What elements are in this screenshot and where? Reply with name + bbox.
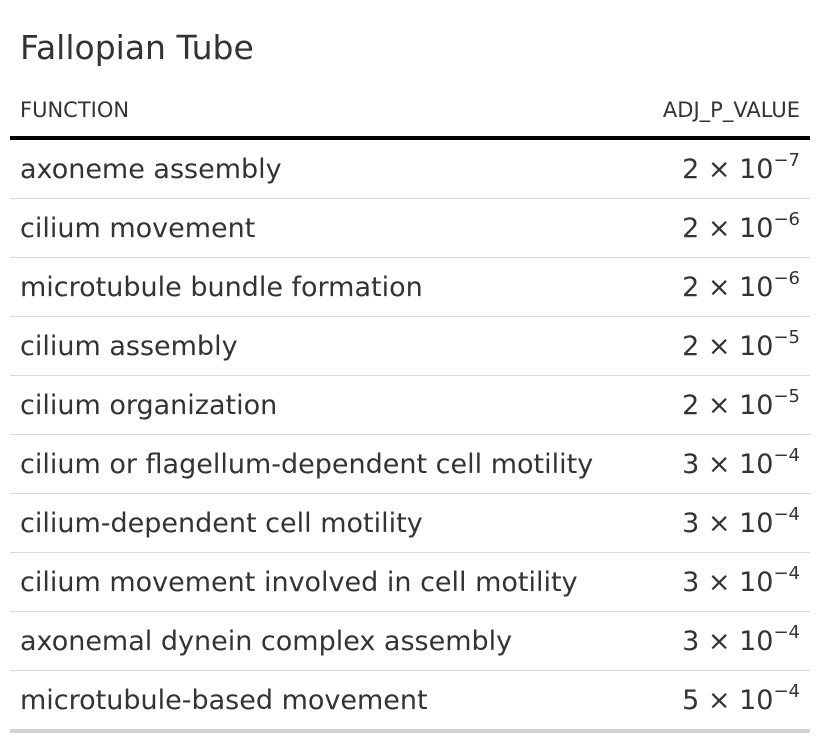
p-value-exponent: −4 — [773, 621, 800, 643]
p-value-exponent: −6 — [773, 267, 800, 289]
table-row: cilium-dependent cell motility 3 × 10−4 — [10, 493, 810, 553]
p-value-mantissa: 2 × 10 — [682, 330, 774, 362]
p-value-exponent: −5 — [773, 326, 800, 348]
p-value-mantissa: 2 × 10 — [682, 389, 774, 421]
p-value-cell: 3 × 10−4 — [630, 611, 810, 671]
table-row: axonemal dynein complex assembly 3 × 10−4 — [10, 611, 810, 671]
p-value-mantissa: 2 × 10 — [682, 212, 774, 244]
function-cell: cilium organization — [10, 375, 630, 435]
p-value-exponent: −4 — [773, 503, 800, 525]
function-cell: cilium movement — [10, 198, 630, 258]
p-value-exponent: −4 — [773, 562, 800, 584]
function-cell: microtubule-based movement — [10, 670, 630, 733]
header-row: FUNCTION ADJ_P_VALUE — [10, 84, 810, 140]
p-value-mantissa: 2 × 10 — [682, 153, 774, 185]
function-cell: axonemal dynein complex assembly — [10, 611, 630, 671]
p-value-cell: 2 × 10−5 — [630, 375, 810, 435]
p-value-mantissa: 2 × 10 — [682, 271, 774, 303]
p-value-exponent: −4 — [773, 444, 800, 466]
function-cell: cilium movement involved in cell motilit… — [10, 552, 630, 612]
table-row: cilium movement involved in cell motilit… — [10, 552, 810, 612]
table-row: cilium movement 2 × 10−6 — [10, 198, 810, 258]
p-value-exponent: −4 — [773, 680, 800, 702]
p-value-cell: 3 × 10−4 — [630, 434, 810, 494]
table-body: axoneme assembly 2 × 10−7 cilium movement 2… — [10, 138, 810, 733]
table-row: microtubule-based movement 5 × 10−4 — [10, 670, 810, 733]
p-value-cell: 3 × 10−4 — [630, 552, 810, 612]
function-cell: axoneme assembly — [10, 138, 630, 199]
column-header-adj-p-value: ADJ_P_VALUE — [630, 84, 810, 140]
p-value-mantissa: 3 × 10 — [682, 625, 774, 657]
p-value-mantissa: 3 × 10 — [682, 448, 774, 480]
column-header-function: FUNCTION — [10, 84, 630, 140]
p-value-cell: 5 × 10−4 — [630, 670, 810, 733]
p-value-cell: 3 × 10−4 — [630, 493, 810, 553]
p-value-mantissa: 3 × 10 — [682, 507, 774, 539]
p-value-cell: 2 × 10−5 — [630, 316, 810, 376]
table-row: axoneme assembly 2 × 10−7 — [10, 138, 810, 199]
table-row: cilium assembly 2 × 10−5 — [10, 316, 810, 376]
function-cell: cilium assembly — [10, 316, 630, 376]
results-table: FUNCTION ADJ_P_VALUE axoneme assembly 2 ×… — [10, 84, 810, 733]
p-value-exponent: −5 — [773, 385, 800, 407]
table-row: cilium organization 2 × 10−5 — [10, 375, 810, 435]
table-title: Fallopian Tube — [20, 28, 254, 67]
function-cell: microtubule bundle formation — [10, 257, 630, 317]
table-row: microtubule bundle formation 2 × 10−6 — [10, 257, 810, 317]
function-cell: cilium-dependent cell motility — [10, 493, 630, 553]
p-value-mantissa: 3 × 10 — [682, 566, 774, 598]
p-value-cell: 2 × 10−7 — [630, 138, 810, 199]
p-value-exponent: −7 — [773, 149, 800, 171]
p-value-mantissa: 5 × 10 — [682, 684, 774, 716]
p-value-exponent: −6 — [773, 208, 800, 230]
p-value-cell: 2 × 10−6 — [630, 198, 810, 258]
table-row: cilium or flagellum-dependent cell motil… — [10, 434, 810, 494]
function-cell: cilium or flagellum-dependent cell motil… — [10, 434, 630, 494]
p-value-cell: 2 × 10−6 — [630, 257, 810, 317]
